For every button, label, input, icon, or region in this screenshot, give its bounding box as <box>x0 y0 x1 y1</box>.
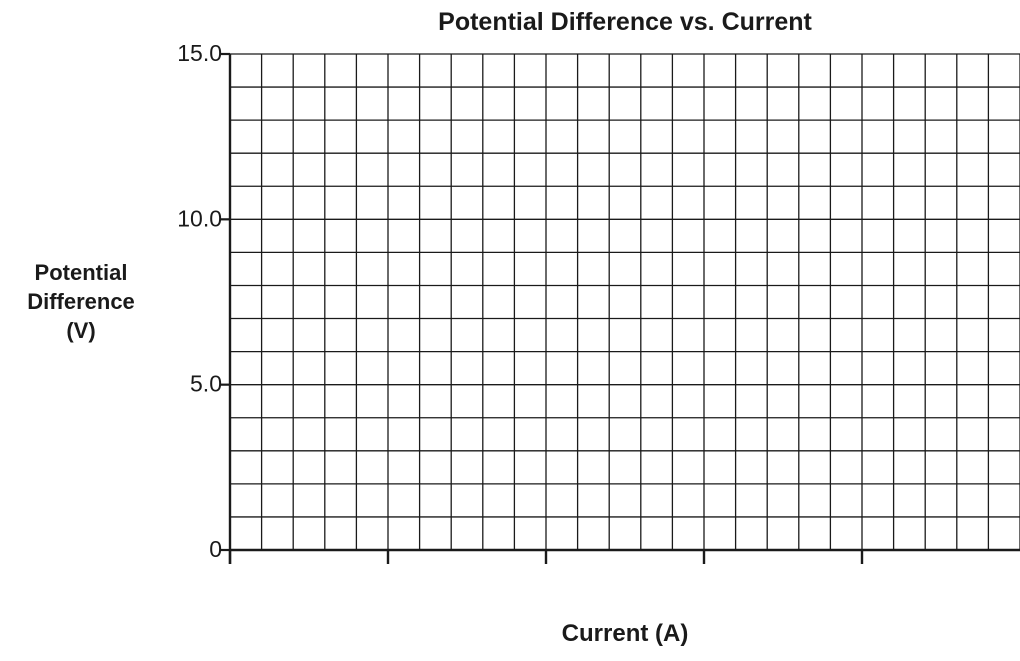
chart-title: Potential Difference vs. Current <box>438 8 812 36</box>
grid-lines <box>230 53 1020 550</box>
y-axis-label-line-2: Difference <box>27 289 135 314</box>
y-axis-label-line-3: (V) <box>66 318 96 343</box>
y-tick-label: 0 <box>209 536 222 562</box>
tick-marks <box>221 52 864 564</box>
x-axis-label: Current (A) <box>561 620 689 647</box>
axes <box>228 54 1020 564</box>
y-axis-label: Potential Difference (V) <box>6 258 156 345</box>
y-axis-label-line-1: Potential <box>34 260 128 285</box>
y-tick-label: 10.0 <box>177 205 222 231</box>
y-tick-label: 15.0 <box>177 40 222 66</box>
y-tick-label: 5.0 <box>190 371 222 397</box>
tick-labels: 0 5.0 10.0 15.0 <box>177 40 222 562</box>
